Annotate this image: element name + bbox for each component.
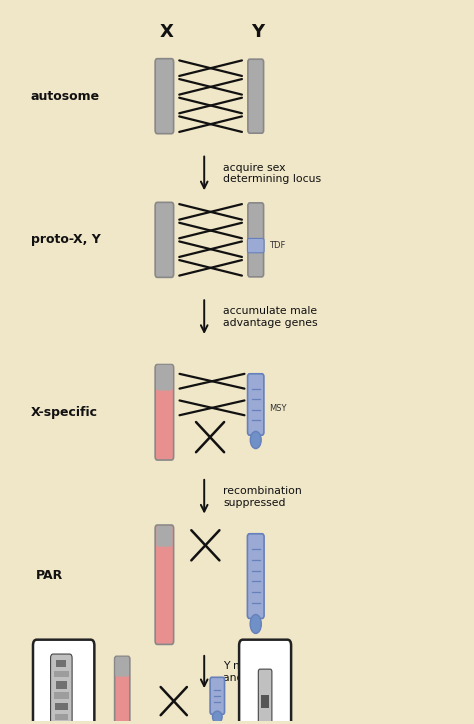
FancyBboxPatch shape bbox=[239, 640, 291, 724]
FancyBboxPatch shape bbox=[155, 525, 173, 644]
Text: accumulate male
advantage genes: accumulate male advantage genes bbox=[223, 306, 318, 328]
FancyBboxPatch shape bbox=[51, 654, 72, 724]
Text: X: X bbox=[160, 22, 173, 41]
FancyBboxPatch shape bbox=[210, 677, 225, 715]
FancyBboxPatch shape bbox=[155, 203, 173, 277]
FancyBboxPatch shape bbox=[248, 203, 264, 277]
FancyBboxPatch shape bbox=[156, 526, 173, 547]
Text: Y mutation
and deletion: Y mutation and deletion bbox=[223, 661, 292, 683]
FancyBboxPatch shape bbox=[33, 640, 94, 724]
Ellipse shape bbox=[250, 432, 261, 449]
FancyBboxPatch shape bbox=[56, 660, 66, 667]
FancyBboxPatch shape bbox=[115, 657, 129, 677]
Text: MSY: MSY bbox=[269, 404, 286, 413]
FancyBboxPatch shape bbox=[54, 671, 69, 677]
FancyBboxPatch shape bbox=[54, 692, 69, 699]
FancyBboxPatch shape bbox=[247, 238, 264, 253]
Text: acquire sex
determining locus: acquire sex determining locus bbox=[223, 163, 321, 184]
FancyBboxPatch shape bbox=[258, 669, 272, 724]
FancyBboxPatch shape bbox=[55, 702, 68, 710]
FancyBboxPatch shape bbox=[55, 715, 67, 720]
FancyBboxPatch shape bbox=[156, 365, 173, 390]
FancyBboxPatch shape bbox=[56, 681, 67, 689]
FancyBboxPatch shape bbox=[247, 374, 264, 435]
Text: PAR: PAR bbox=[36, 569, 63, 582]
FancyBboxPatch shape bbox=[155, 365, 173, 460]
FancyBboxPatch shape bbox=[261, 694, 269, 707]
Ellipse shape bbox=[212, 711, 222, 723]
Text: proto-X, Y: proto-X, Y bbox=[31, 233, 100, 246]
FancyBboxPatch shape bbox=[115, 657, 130, 724]
Text: TDF: TDF bbox=[269, 241, 285, 250]
FancyBboxPatch shape bbox=[247, 534, 264, 618]
FancyBboxPatch shape bbox=[248, 59, 264, 133]
Ellipse shape bbox=[250, 615, 261, 634]
Text: autosome: autosome bbox=[31, 90, 100, 103]
FancyBboxPatch shape bbox=[155, 59, 173, 134]
Text: X-specific: X-specific bbox=[31, 405, 98, 418]
Text: Y: Y bbox=[252, 22, 264, 41]
Text: recombination
suppressed: recombination suppressed bbox=[223, 486, 301, 508]
